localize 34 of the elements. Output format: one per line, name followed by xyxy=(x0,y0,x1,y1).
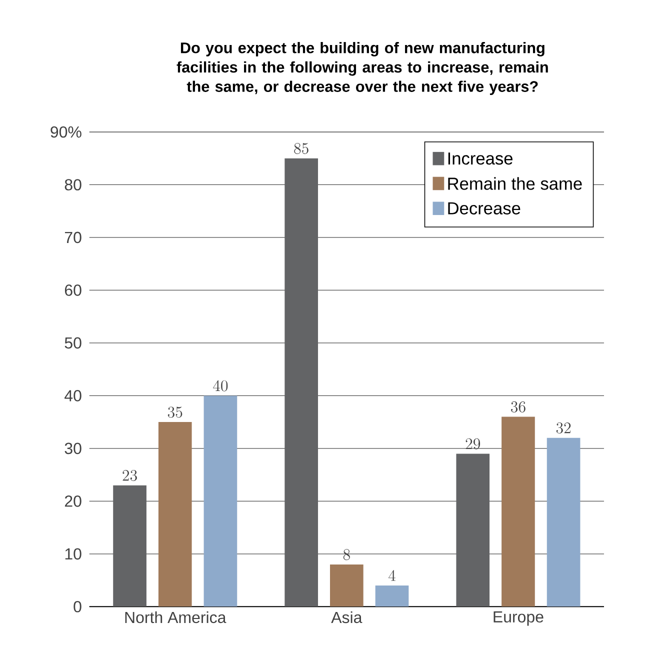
bar xyxy=(546,438,580,607)
y-tick-label: 70 xyxy=(64,232,82,244)
data-label: 40 xyxy=(213,380,228,392)
y-tick-label: 60 xyxy=(64,284,82,296)
legend-label: Decrease xyxy=(448,202,520,214)
data-label: 35 xyxy=(168,406,182,418)
x-tick-label: North America xyxy=(125,611,226,624)
bar xyxy=(330,564,364,607)
data-label: 32 xyxy=(556,422,571,434)
y-tick-label: 80 xyxy=(64,179,82,190)
bar xyxy=(502,416,535,607)
bar xyxy=(113,485,146,607)
y-tick-label: 10 xyxy=(65,548,82,560)
y-tick-label: 30 xyxy=(64,442,82,454)
x-tick-label: Asia xyxy=(331,611,362,624)
y-tick-label: 50 xyxy=(64,337,82,349)
legend-label: Increase xyxy=(448,152,512,165)
bar xyxy=(375,586,409,607)
bar xyxy=(158,422,192,607)
bar xyxy=(284,158,318,607)
y-tick-label: 90% xyxy=(50,126,82,138)
y-tick-label: 20 xyxy=(64,496,82,507)
bar xyxy=(456,454,490,607)
data-label: 29 xyxy=(466,438,480,450)
legend-label: Remain the same xyxy=(448,177,582,190)
bar xyxy=(204,396,238,607)
data-label: 4 xyxy=(388,570,396,581)
y-tick-label: 40 xyxy=(64,390,82,402)
chart-title: Do you expect the building of new manufacturing facilities in the following areas to increase, remain the same, or decrease over the next five years? xyxy=(176,42,548,95)
y-tick-label: 0 xyxy=(74,600,82,612)
data-label: 36 xyxy=(511,401,526,412)
data-label: 85 xyxy=(294,143,308,154)
data-label: 23 xyxy=(122,470,137,481)
x-tick-label: Europe xyxy=(494,611,544,626)
